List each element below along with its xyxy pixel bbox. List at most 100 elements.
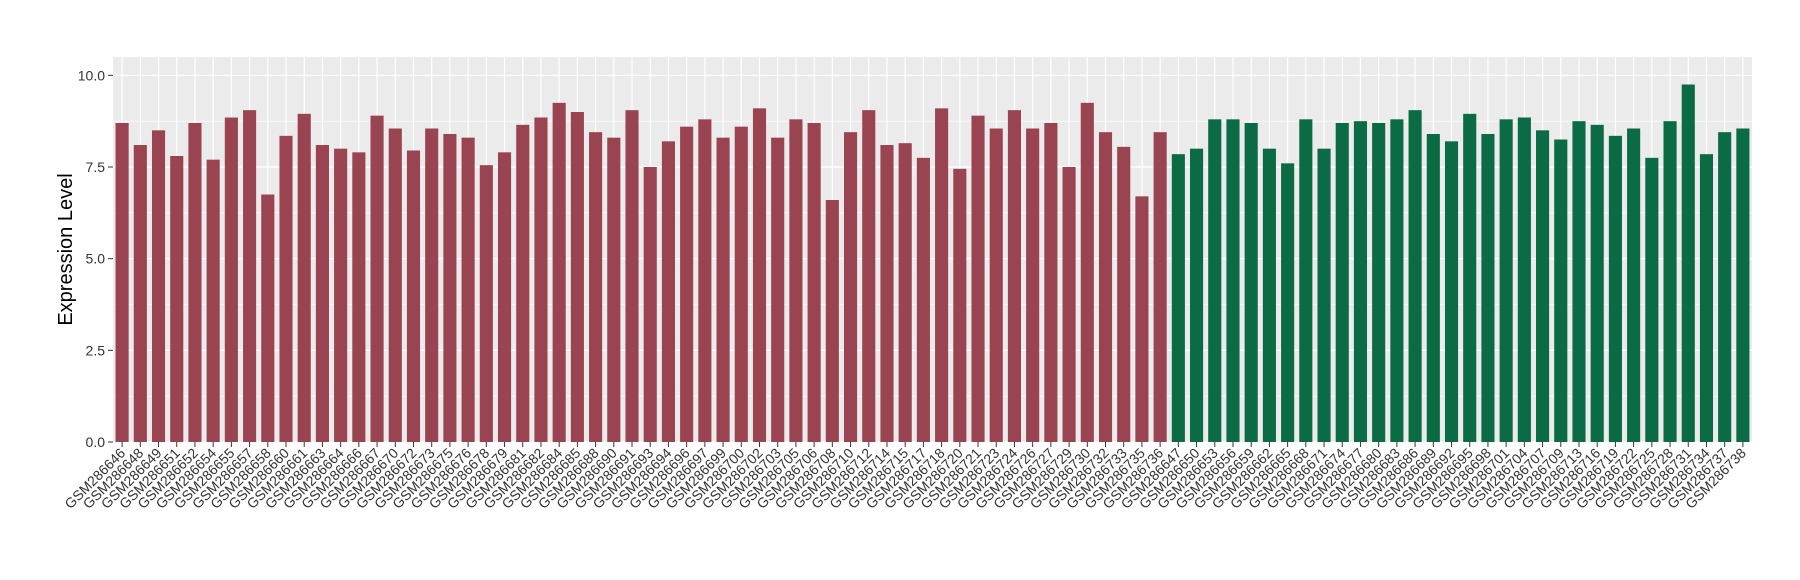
bar-GSM286659 — [1244, 123, 1258, 442]
bar-GSM286721 — [971, 115, 985, 443]
bar-GSM286688 — [589, 132, 603, 442]
bar-GSM286678 — [479, 165, 493, 442]
y-tick-label: 10.0 — [78, 67, 105, 83]
bar-GSM286662 — [1262, 148, 1276, 442]
bar-GSM286738 — [1736, 128, 1750, 442]
bar-GSM286656 — [1226, 119, 1240, 442]
bar-GSM286691 — [625, 110, 639, 443]
bar-GSM286647 — [1171, 154, 1185, 442]
bar-GSM286700 — [734, 126, 748, 443]
y-tick-label: 5.0 — [86, 251, 106, 267]
bar-GSM286706 — [807, 123, 821, 442]
bar-GSM286677 — [1353, 121, 1368, 443]
bar-GSM286714 — [880, 145, 894, 442]
bar-GSM286727 — [1044, 123, 1058, 442]
bar-GSM286723 — [989, 128, 1003, 442]
bar-GSM286672 — [406, 150, 421, 442]
bar-GSM286725 — [1645, 157, 1659, 443]
bar-GSM286696 — [680, 126, 694, 443]
bar-GSM286707 — [1536, 130, 1550, 443]
bar-GSM286715 — [898, 143, 912, 442]
bar-GSM286665 — [1281, 163, 1295, 443]
y-tick-label: 0.0 — [86, 434, 106, 450]
bar-GSM286695 — [1463, 113, 1477, 442]
bar-GSM286701 — [1499, 119, 1513, 442]
bar-GSM286664 — [334, 148, 348, 442]
bar-GSM286676 — [461, 137, 475, 442]
bar-GSM286683 — [1390, 119, 1404, 442]
bar-GSM286663 — [315, 145, 329, 442]
bar-GSM286737 — [1718, 132, 1732, 442]
bar-GSM286726 — [1026, 128, 1040, 442]
bar-GSM286657 — [243, 110, 257, 443]
bar-GSM286703 — [771, 137, 785, 442]
bar-GSM286671 — [1317, 148, 1331, 442]
bar-GSM286692 — [1444, 141, 1459, 443]
y-tick-label: 2.5 — [86, 342, 106, 358]
bar-GSM286704 — [1517, 117, 1531, 442]
bar-GSM286654 — [206, 159, 220, 442]
bar-GSM286717 — [916, 157, 930, 443]
bar-GSM286667 — [370, 115, 384, 443]
bar-GSM286648 — [133, 145, 147, 442]
bar-GSM286673 — [425, 128, 439, 442]
bar-GSM286646 — [115, 123, 129, 442]
bar-GSM286708 — [825, 200, 839, 442]
bar-GSM286730 — [1080, 102, 1094, 442]
bar-GSM286686 — [1408, 110, 1422, 443]
bar-GSM286653 — [1208, 119, 1222, 442]
bar-GSM286733 — [1117, 146, 1131, 443]
bar-GSM286681 — [516, 124, 530, 442]
bar-GSM286709 — [1554, 139, 1568, 442]
bar-GSM286655 — [224, 117, 238, 442]
bar-GSM286728 — [1663, 121, 1677, 443]
bar-GSM286661 — [297, 113, 311, 442]
bar-GSM286652 — [188, 123, 202, 442]
bar-GSM286713 — [1572, 121, 1586, 443]
bar-GSM286690 — [607, 137, 621, 442]
bar-GSM286697 — [698, 119, 712, 442]
y-tick-label: 7.5 — [86, 159, 106, 175]
x-axis-ticks: GSM286646GSM286648GSM286649GSM286651GSM2… — [61, 442, 1749, 512]
bar-GSM286675 — [443, 134, 457, 442]
bar-GSM286716 — [1590, 124, 1604, 442]
bar-GSM286685 — [570, 112, 584, 442]
bar-GSM286732 — [1098, 132, 1113, 442]
bar-GSM286710 — [843, 132, 858, 442]
bar-GSM286666 — [352, 152, 366, 443]
bar-GSM286731 — [1681, 84, 1695, 442]
bar-GSM286720 — [953, 168, 967, 443]
bar-GSM286702 — [752, 108, 767, 442]
bar-GSM286698 — [1481, 134, 1495, 442]
bar-GSM286736 — [1153, 132, 1167, 442]
bar-GSM286682 — [534, 117, 548, 442]
bar-GSM286679 — [497, 152, 512, 443]
bar-GSM286658 — [261, 194, 275, 442]
bar-GSM286719 — [1608, 135, 1622, 443]
bar-GSM286705 — [789, 119, 803, 442]
bar-GSM286650 — [1190, 148, 1204, 442]
bar-GSM286670 — [388, 128, 402, 442]
bar-GSM286660 — [279, 135, 293, 443]
bar-GSM286668 — [1299, 119, 1313, 442]
bars — [115, 84, 1750, 443]
bar-GSM286699 — [716, 137, 730, 442]
bar-GSM286693 — [643, 167, 657, 442]
bar-GSM286724 — [1007, 110, 1022, 443]
bar-GSM286684 — [552, 102, 566, 442]
y-axis-ticks: 0.0 2.5 5.0 7.5 10.0 — [78, 67, 113, 450]
bar-GSM286729 — [1062, 167, 1076, 442]
y-axis-title: Expression Level — [55, 173, 77, 325]
bar-GSM286674 — [1335, 123, 1349, 442]
bar-GSM286689 — [1426, 134, 1440, 442]
bar-GSM286680 — [1372, 123, 1386, 442]
bar-GSM286718 — [935, 108, 949, 442]
bar-GSM286735 — [1135, 196, 1149, 442]
bar-GSM286649 — [151, 130, 166, 443]
bar-GSM286734 — [1699, 154, 1714, 442]
bar-GSM286712 — [862, 110, 876, 443]
bar-GSM286722 — [1627, 128, 1641, 442]
bar-GSM286694 — [661, 141, 675, 443]
bar-GSM286651 — [170, 156, 184, 442]
